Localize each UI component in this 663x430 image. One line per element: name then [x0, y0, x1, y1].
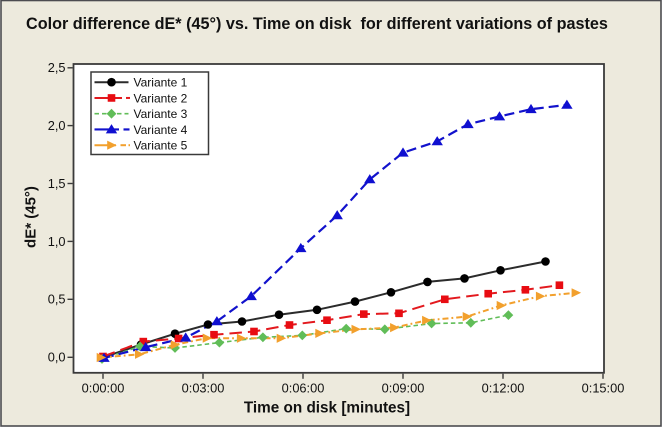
- svg-text:2,0: 2,0: [48, 118, 66, 133]
- svg-text:0:03:00: 0:03:00: [182, 380, 225, 395]
- svg-text:Time on disk [minutes]: Time on disk [minutes]: [244, 400, 410, 417]
- svg-text:Variante 2: Variante 2: [134, 91, 188, 105]
- svg-text:dE* (45°): dE* (45°): [23, 186, 40, 248]
- svg-text:Variante 1: Variante 1: [134, 76, 188, 90]
- svg-text:Variante 3: Variante 3: [134, 107, 188, 121]
- svg-text:0,5: 0,5: [48, 292, 66, 307]
- svg-text:1,0: 1,0: [48, 234, 66, 249]
- svg-text:0,0: 0,0: [48, 350, 66, 365]
- svg-text:0:12:00: 0:12:00: [482, 380, 525, 395]
- svg-text:Variante 5: Variante 5: [134, 139, 188, 153]
- svg-text:1,5: 1,5: [48, 176, 66, 191]
- svg-text:Variante 4: Variante 4: [134, 123, 188, 137]
- svg-text:0:00:00: 0:00:00: [82, 380, 125, 395]
- svg-text:0:15:00: 0:15:00: [582, 380, 625, 395]
- svg-text:Color difference dE* (45°) vs.: Color difference dE* (45°) vs. Time on d…: [26, 15, 608, 33]
- svg-text:0:09:00: 0:09:00: [382, 380, 425, 395]
- svg-text:2,5: 2,5: [48, 60, 66, 75]
- svg-text:0:06:00: 0:06:00: [282, 380, 325, 395]
